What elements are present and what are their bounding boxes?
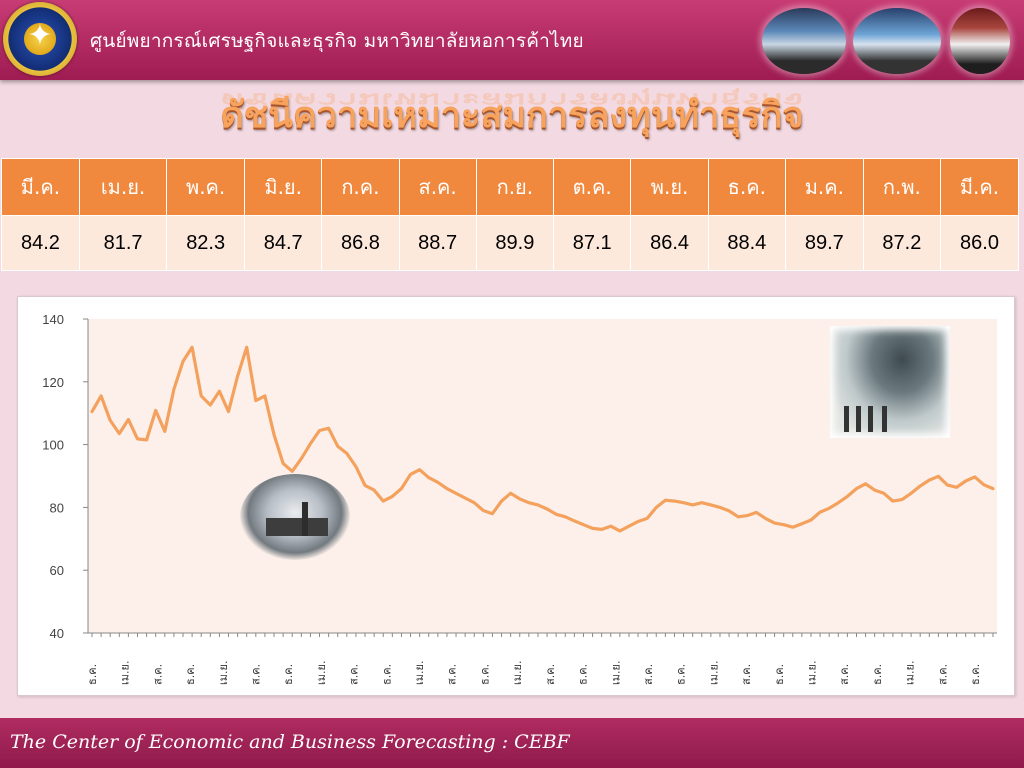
table-header-cell: มิ.ย. xyxy=(244,158,323,216)
x-tick-label: ธ.ค. xyxy=(184,664,197,685)
x-tick-label: ธ.ค. xyxy=(773,664,786,685)
meeting-photo-2 xyxy=(853,8,941,74)
footer-bar: The Center of Economic and Business Fore… xyxy=(0,718,1024,768)
table-header-cell: ต.ค. xyxy=(552,158,632,216)
x-tick-label: ธ.ค. xyxy=(675,664,688,685)
x-tick-label: เม.ย. xyxy=(805,661,818,685)
table-header-cell: ก.พ. xyxy=(862,158,942,216)
page-title: ดัชนีความเหมาะสมการลงทุนทำธุรกิจ xyxy=(220,95,804,136)
table-header-cell: ก.ค. xyxy=(321,158,400,216)
table-value-cell: 88.4 xyxy=(707,215,786,271)
x-tick-label: เม.ย. xyxy=(413,661,426,685)
x-tick-label: ธ.ค. xyxy=(282,664,295,685)
factory-smoke-photo xyxy=(240,474,350,560)
x-tick-label: ส.ค. xyxy=(446,664,459,685)
x-tick-label: ธ.ค. xyxy=(969,664,982,685)
table-value-cell: 89.9 xyxy=(475,215,554,271)
y-tick-label: 100 xyxy=(42,438,64,453)
x-tick-label: ธ.ค. xyxy=(380,664,393,685)
x-tick-label: เม.ย. xyxy=(511,661,524,685)
y-tick-label: 40 xyxy=(50,626,64,641)
x-tick-label: ธ.ค. xyxy=(577,664,590,685)
table-value-cell: 81.7 xyxy=(78,215,168,271)
x-tick-label: เม.ย. xyxy=(315,661,328,685)
table-value-cell: 84.2 xyxy=(1,215,80,271)
table-value-cell: 86.0 xyxy=(940,215,1019,271)
x-tick-label: ส.ค. xyxy=(544,664,557,685)
table-value-cell: 84.7 xyxy=(244,215,323,271)
index-table: มี.ค. เม.ย. พ.ค. มิ.ย. ก.ค. ส.ค. ก.ย. ต.ค. พ.ย. ธ… xyxy=(1,158,1019,271)
table-header-cell: พ.ค. xyxy=(166,158,246,216)
table-header-cell: มี.ค. xyxy=(940,158,1019,216)
table-header-cell: ก.ย. xyxy=(475,158,554,216)
x-tick-label: เม.ย. xyxy=(904,661,917,685)
table-value-cell: 87.2 xyxy=(862,215,942,271)
table-header-cell: ธ.ค. xyxy=(707,158,786,216)
table-value-cell: 88.7 xyxy=(398,215,477,271)
header-title: ศูนย์พยากรณ์เศรษฐกิจและธุรกิจ มหาวิทยาลั… xyxy=(90,30,584,52)
x-tick-label: เม.ย. xyxy=(707,661,720,685)
table-header-cell: ส.ค. xyxy=(398,158,477,216)
table-value-cell: 86.8 xyxy=(321,215,400,271)
x-tick-label: ส.ค. xyxy=(936,664,949,685)
series-line xyxy=(90,345,995,533)
x-tick-label: ธ.ค. xyxy=(871,664,884,685)
smokestack-pollution-photo xyxy=(830,326,950,438)
y-tick-label: 120 xyxy=(42,375,64,390)
y-tick-label: 80 xyxy=(50,500,64,515)
x-tick-label: ส.ค. xyxy=(250,664,263,685)
table-value-cell: 86.4 xyxy=(630,215,709,271)
x-tick-label: ส.ค. xyxy=(151,664,164,685)
table-header-cell: เม.ย. xyxy=(78,158,168,216)
table-value-cell: 82.3 xyxy=(166,215,246,271)
x-tick-label: ธ.ค. xyxy=(478,664,491,685)
table-header-row: มี.ค. เม.ย. พ.ค. มิ.ย. ก.ค. ส.ค. ก.ย. ต.ค. พ.ย. ธ… xyxy=(1,158,1019,216)
university-seal-icon: ✦ xyxy=(3,2,77,76)
table-header-cell: ม.ค. xyxy=(784,158,864,216)
x-tick-label: เม.ย. xyxy=(119,661,132,685)
x-tick-label: ส.ค. xyxy=(740,664,753,685)
y-tick-label: 60 xyxy=(50,563,64,578)
table-header-cell: พ.ย. xyxy=(630,158,709,216)
x-tick-label: เม.ย. xyxy=(609,661,622,685)
footer-text: The Center of Economic and Business Fore… xyxy=(10,731,570,753)
table-value-row: 84.2 81.7 82.3 84.7 86.8 88.7 89.9 87.1 86.4 88.4… xyxy=(1,215,1019,271)
meeting-photo-1 xyxy=(762,8,846,74)
header-bar: ✦ ศูนย์พยากรณ์เศรษฐกิจและธุรกิจ มหาวิทยา… xyxy=(0,0,1024,80)
table-value-cell: 89.7 xyxy=(784,215,864,271)
table-header-cell: มี.ค. xyxy=(1,158,80,216)
table-value-cell: 87.1 xyxy=(552,215,632,271)
x-tick-label: เม.ย. xyxy=(217,661,230,685)
y-tick-label: 140 xyxy=(42,312,64,327)
x-tick-label: ส.ค. xyxy=(348,664,361,685)
speaker-photo xyxy=(950,8,1010,74)
x-tick-label: ธ.ค. xyxy=(86,664,99,685)
x-tick-label: ส.ค. xyxy=(838,664,851,685)
x-tick-label: ส.ค. xyxy=(642,664,655,685)
